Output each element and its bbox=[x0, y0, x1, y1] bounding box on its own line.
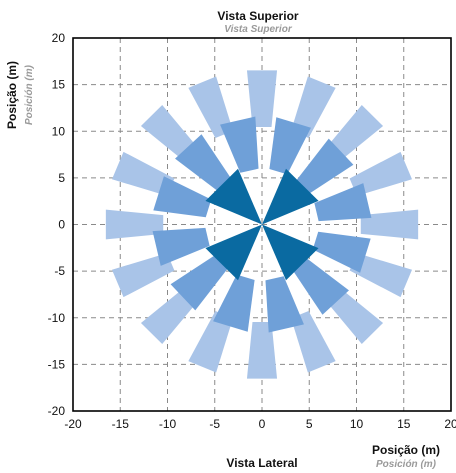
y-tick-labels: -20 -15 -10 -5 0 5 10 15 20 bbox=[48, 31, 66, 418]
y-tick-label: 5 bbox=[58, 171, 65, 185]
wedge-outer bbox=[111, 253, 175, 298]
wedge-outer bbox=[325, 105, 384, 163]
wedge-middle bbox=[265, 276, 304, 333]
chart-title: Vista Superior bbox=[217, 9, 298, 23]
wedge-inner bbox=[262, 168, 319, 225]
chart-subtitle: Vista Superior bbox=[224, 24, 293, 35]
x-tick-label: -15 bbox=[112, 417, 130, 431]
plot-frame bbox=[72, 37, 452, 412]
y-axis-label: Posição (m) bbox=[5, 61, 19, 129]
x-axis-sublabel: Posición (m) bbox=[376, 459, 437, 470]
x-tick-label: -20 bbox=[64, 417, 82, 431]
wedge-outer bbox=[291, 76, 336, 139]
wedge-outer bbox=[188, 76, 233, 139]
wedge-middle bbox=[170, 255, 228, 311]
wedge-inner bbox=[205, 168, 262, 225]
wedge-middle bbox=[296, 138, 354, 194]
wedge-outer bbox=[105, 209, 164, 240]
wedges bbox=[105, 70, 419, 379]
x-tick-label: 5 bbox=[306, 417, 313, 431]
wedge-outer bbox=[111, 151, 175, 196]
wedge-middle bbox=[153, 176, 212, 218]
wedge-outer bbox=[188, 310, 233, 373]
y-tick-label: 10 bbox=[52, 124, 66, 138]
x-axis-label: Posição (m) bbox=[372, 443, 440, 457]
wedge-middle bbox=[314, 183, 372, 222]
x-tick-label: 10 bbox=[350, 417, 364, 431]
wedge-outer bbox=[246, 70, 278, 128]
y-tick-label: -15 bbox=[48, 357, 66, 371]
wedge-outer bbox=[291, 310, 336, 373]
wedge-outer bbox=[325, 286, 384, 344]
wedge-middle bbox=[152, 227, 210, 266]
wedge-outer bbox=[140, 286, 199, 344]
wedge-inner bbox=[262, 224, 319, 281]
x-tick-label: 0 bbox=[259, 417, 266, 431]
wedge-middle bbox=[293, 258, 349, 315]
x-tick-label: 20 bbox=[444, 417, 456, 431]
wedge-middle bbox=[269, 117, 311, 175]
bottom-view-label: Vista Lateral bbox=[226, 456, 297, 470]
y-tick-label: 15 bbox=[52, 78, 66, 92]
y-tick-label: 0 bbox=[58, 218, 65, 232]
wedge-middle bbox=[213, 274, 255, 332]
y-axis-sublabel: Posición (m) bbox=[24, 64, 35, 125]
wedge-middle bbox=[312, 231, 371, 273]
x-tick-label: -10 bbox=[159, 417, 177, 431]
y-tick-label: 20 bbox=[52, 31, 66, 45]
x-tick-label: -5 bbox=[209, 417, 220, 431]
wedge-outer bbox=[349, 151, 413, 196]
y-tick-label: -5 bbox=[54, 264, 65, 278]
wedge-outer bbox=[246, 321, 278, 379]
wedge-inner bbox=[205, 224, 262, 281]
x-tick-labels: -20 -15 -10 -5 0 5 10 15 20 bbox=[64, 417, 456, 431]
wedge-outer bbox=[140, 105, 199, 163]
wedge-outer bbox=[349, 253, 413, 298]
wedge-outer bbox=[360, 209, 419, 240]
x-tick-label: 15 bbox=[397, 417, 411, 431]
y-tick-label: -20 bbox=[48, 404, 66, 418]
wedge-middle bbox=[175, 134, 231, 191]
y-tick-label: -10 bbox=[48, 311, 66, 325]
wedge-middle bbox=[220, 116, 259, 173]
